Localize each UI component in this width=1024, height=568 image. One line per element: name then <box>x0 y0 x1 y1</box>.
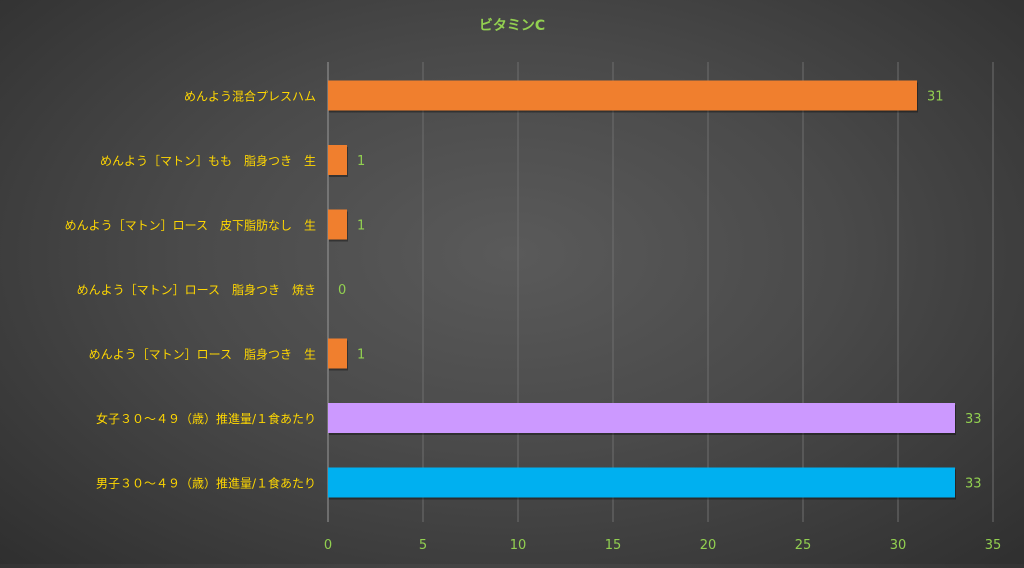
category-label: めんよう混合プレスハム <box>184 89 316 104</box>
data-label: 31 <box>927 90 944 105</box>
category-label: めんよう［マトン］もも 脂身つき 生 <box>100 153 316 168</box>
data-label: 1 <box>357 154 365 169</box>
bar <box>328 80 917 111</box>
x-tick-label: 25 <box>795 538 812 553</box>
category-label: めんよう［マトン］ロース 脂身つき 生 <box>89 347 316 362</box>
x-tick-label: 15 <box>605 538 622 553</box>
data-label: 33 <box>965 477 982 492</box>
x-tick-label: 20 <box>700 538 717 553</box>
x-tick-label: 10 <box>510 538 527 553</box>
chart-title: ビタミンC <box>479 18 545 34</box>
x-tick-label: 30 <box>890 538 907 553</box>
data-label: 33 <box>965 412 982 427</box>
bar <box>328 403 955 433</box>
data-labels: 31 1 1 0 1 33 33 <box>338 90 982 492</box>
bar <box>328 467 955 498</box>
data-label: 0 <box>338 283 346 298</box>
category-label: 女子３０～４９（歳）推進量/１食あたり <box>96 411 316 426</box>
x-tick-label: 0 <box>324 538 332 553</box>
data-label: 1 <box>357 219 365 234</box>
x-tick-label: 5 <box>419 538 427 553</box>
gridlines <box>327 62 994 522</box>
category-label: めんよう［マトン］ロース 脂身つき 焼き <box>77 282 316 297</box>
x-axis-tick-labels: 0 5 10 15 20 25 30 35 <box>324 538 1001 553</box>
bar <box>328 209 347 240</box>
x-tick-label: 35 <box>985 538 1002 553</box>
bar <box>328 145 347 175</box>
bar <box>328 338 347 369</box>
bars <box>328 80 956 500</box>
category-label: めんよう［マトン］ロース 皮下脂肪なし 生 <box>65 218 316 233</box>
category-label: 男子３０～４９（歳）推進量/１食あたり <box>96 476 316 491</box>
data-label: 1 <box>357 348 365 363</box>
